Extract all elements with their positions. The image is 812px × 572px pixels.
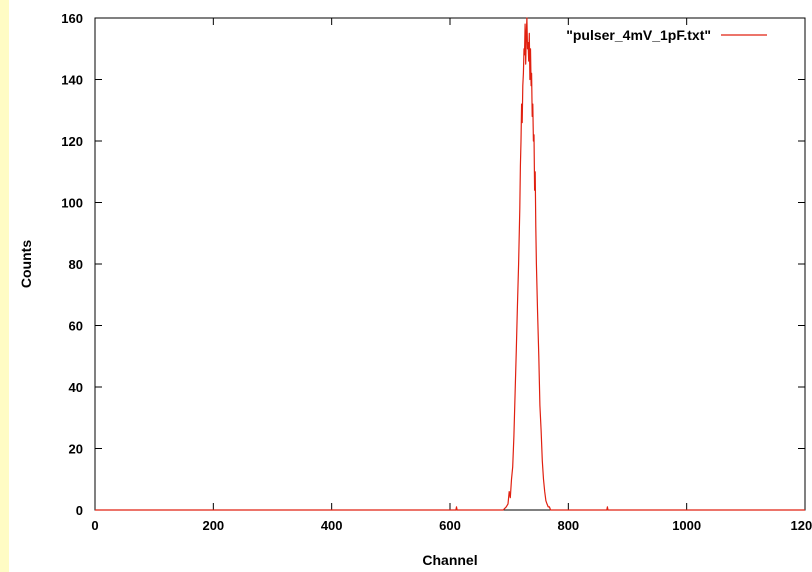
series-layer [95,17,805,511]
y-tick-label: 60 [69,319,83,334]
y-tick-label: 160 [61,11,83,26]
plot-svg: 0 20 40 60 80 100 120 140 160 0 200 400 600 800 1000 1… [18,11,812,568]
series-line [95,17,805,511]
x-axis-label: Channel [422,552,477,568]
x-axis: 0 200 400 600 800 1000 1200 [91,18,812,533]
y-tick-label: 80 [69,257,83,272]
y-tick-label: 40 [69,380,83,395]
legend-series-label: "pulser_4mV_1pF.txt" [566,27,711,43]
plot-frame [94,17,806,511]
x-tick-label: 600 [439,518,461,533]
x-tick-label: 0 [91,518,98,533]
y-tick-label: 20 [69,442,83,457]
y-tick-label: 100 [61,196,83,211]
x-tick-label: 200 [202,518,224,533]
chart-container: 0 20 40 60 80 100 120 140 160 0 200 400 600 800 1000 1… [9,0,812,572]
y-tick-label: 140 [61,73,83,88]
x-tick-label: 1200 [791,518,812,533]
y-tick-label: 0 [76,503,83,518]
x-tick-label: 800 [557,518,579,533]
y-axis-label: Counts [18,240,34,288]
plot-area [94,17,806,511]
x-tick-label: 1000 [672,518,701,533]
y-axis: 0 20 40 60 80 100 120 140 160 [61,11,805,518]
legend: "pulser_4mV_1pF.txt" [566,27,767,43]
x-tick-label: 400 [321,518,343,533]
y-tick-label: 120 [61,134,83,149]
